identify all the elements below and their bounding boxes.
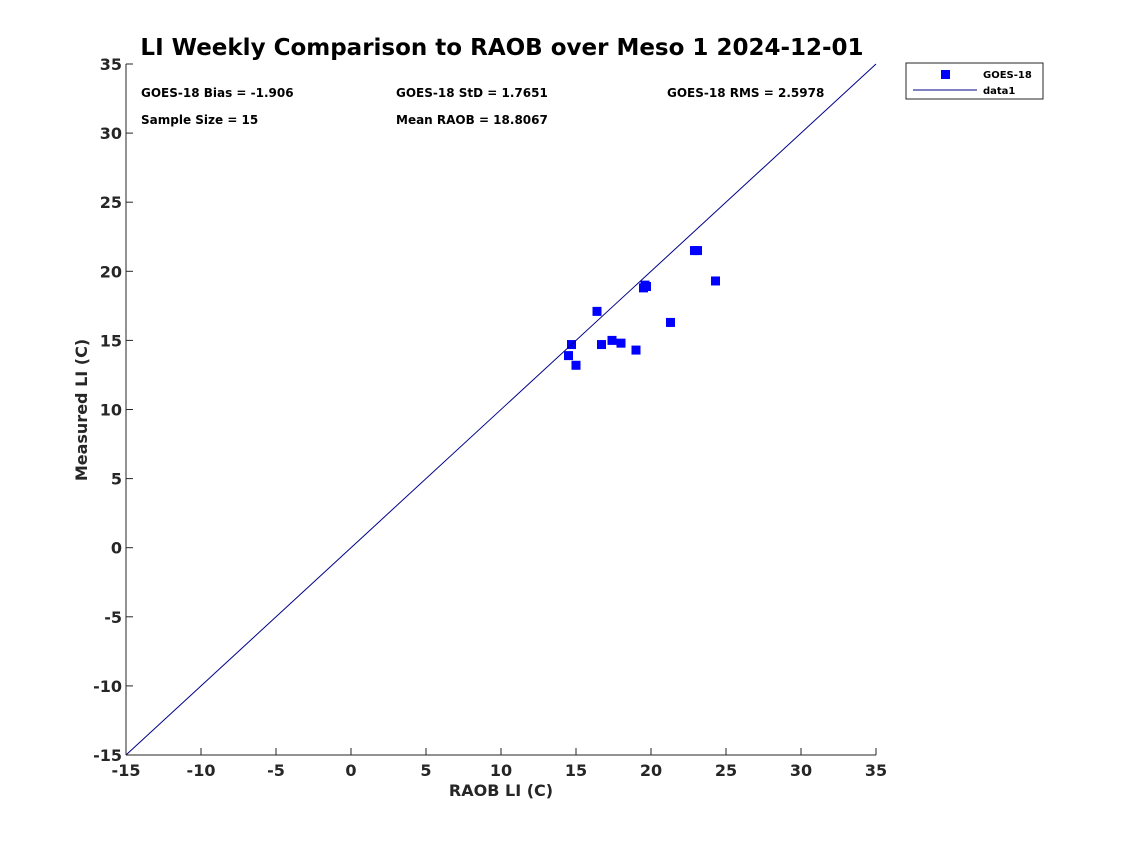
y-tick-label: -10 bbox=[93, 677, 122, 696]
data-point bbox=[666, 317, 675, 327]
y-tick-label: -5 bbox=[104, 608, 122, 627]
y-tick-label: 5 bbox=[111, 470, 122, 489]
data-point bbox=[631, 345, 641, 355]
one-to-one-line bbox=[125, 63, 877, 756]
y-tick-label: 30 bbox=[100, 124, 122, 143]
y-axis-ticks: -15 -10 -5 0 5 10 15 20 25 30 35 bbox=[93, 55, 133, 765]
data-point bbox=[640, 280, 650, 290]
x-tick-label: 0 bbox=[345, 761, 356, 780]
x-tick-label: -5 bbox=[267, 761, 285, 780]
plot-area bbox=[125, 63, 877, 756]
legend-label-goes18: GOES-18 bbox=[983, 70, 1032, 81]
y-tick-label: 25 bbox=[100, 193, 122, 212]
x-tick-label: 35 bbox=[865, 761, 887, 780]
data-point bbox=[607, 335, 617, 345]
y-tick-label: 20 bbox=[100, 262, 122, 281]
x-tick-label: 30 bbox=[790, 761, 812, 780]
x-tick-label: -15 bbox=[112, 761, 141, 780]
data-point bbox=[616, 338, 626, 348]
legend-label-data1: data1 bbox=[983, 86, 1015, 97]
y-tick-label: 15 bbox=[100, 331, 122, 350]
data-point bbox=[592, 306, 602, 316]
data-point bbox=[597, 340, 606, 350]
y-tick-label: 35 bbox=[100, 55, 122, 74]
data-point bbox=[693, 246, 702, 256]
x-tick-label: 5 bbox=[420, 761, 431, 780]
data-point bbox=[711, 276, 720, 286]
chart-title: LI Weekly Comparison to RAOB over Meso 1… bbox=[140, 35, 863, 61]
x-tick-label: 10 bbox=[490, 761, 512, 780]
y-axis-label: Measured LI (C) bbox=[72, 339, 91, 481]
rms-annotation: GOES-18 RMS = 2.5978 bbox=[667, 86, 824, 100]
data-point bbox=[571, 360, 581, 370]
x-tick-label: 25 bbox=[715, 761, 737, 780]
y-tick-label: -15 bbox=[93, 746, 122, 765]
legend: GOES-18 data1 bbox=[905, 62, 1044, 100]
bias-annotation: GOES-18 Bias = -1.906 bbox=[141, 86, 294, 100]
x-tick-label: 20 bbox=[640, 761, 662, 780]
legend-box bbox=[905, 62, 1044, 100]
sample-size-annotation: Sample Size = 15 bbox=[141, 113, 258, 127]
y-tick-label: 10 bbox=[100, 401, 122, 420]
std-annotation: GOES-18 StD = 1.7651 bbox=[396, 86, 548, 100]
y-tick-label: 0 bbox=[111, 539, 122, 558]
x-axis-label: RAOB LI (C) bbox=[449, 781, 553, 800]
x-tick-label: -10 bbox=[187, 761, 216, 780]
legend-marker-goes18 bbox=[941, 70, 950, 79]
x-tick-label: 15 bbox=[565, 761, 587, 780]
data-point bbox=[564, 351, 573, 361]
x-axis-ticks: -15 -10 -5 0 5 10 15 20 25 30 35 bbox=[112, 748, 887, 780]
mean-raob-annotation: Mean RAOB = 18.8067 bbox=[396, 113, 548, 127]
